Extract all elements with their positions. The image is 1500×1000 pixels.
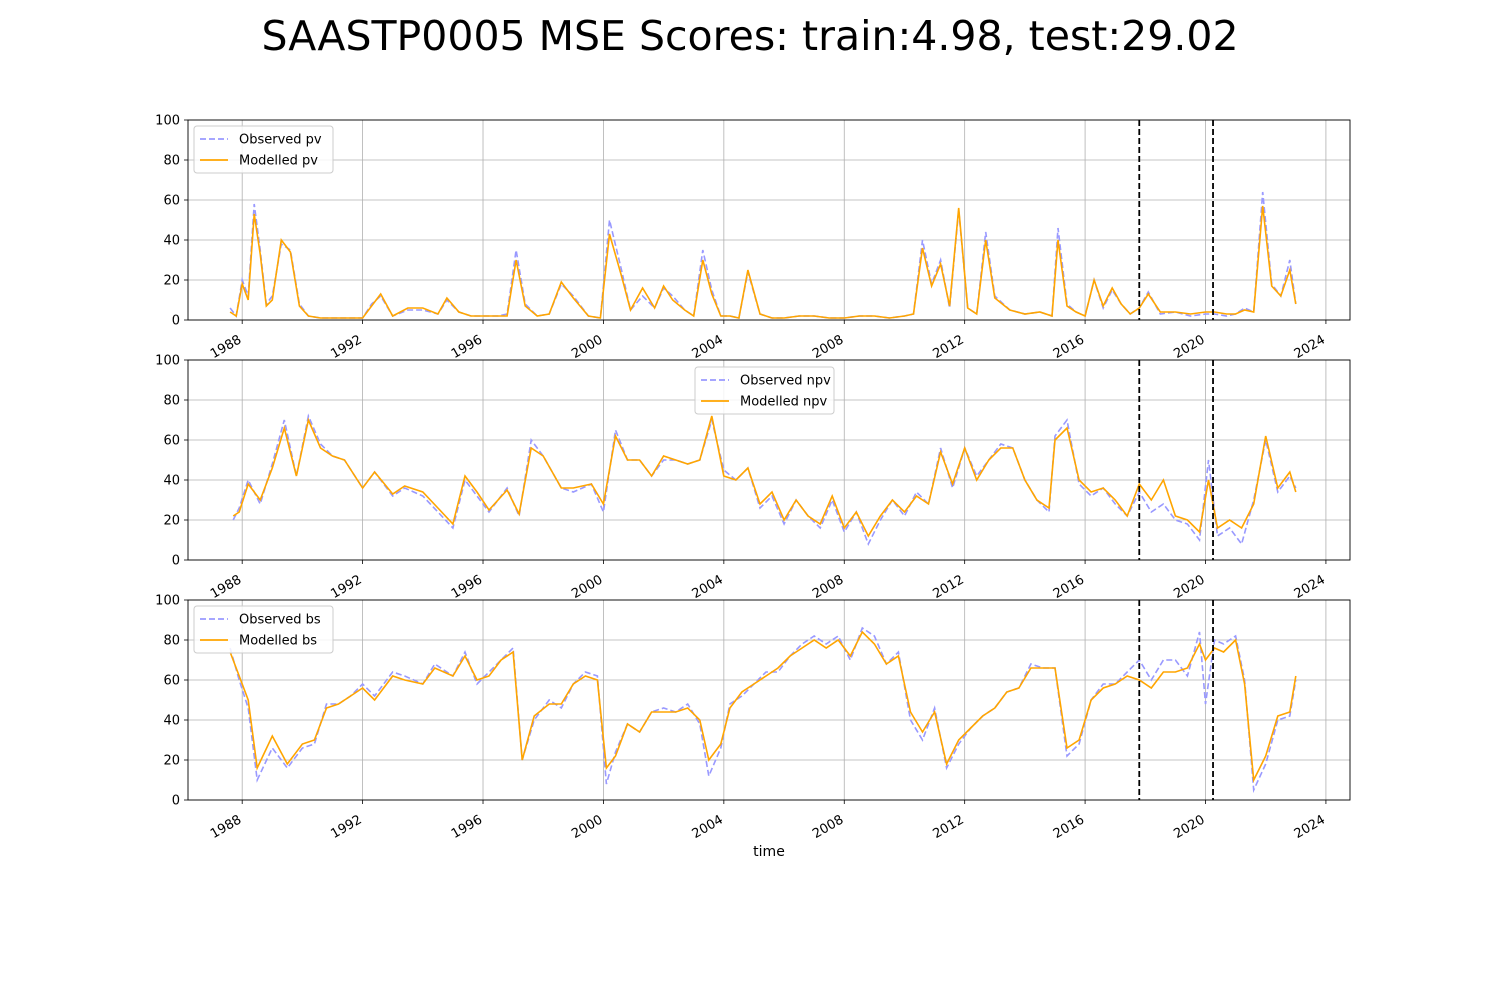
y-tick-label: 20 (163, 754, 180, 769)
x-axis-label: time (753, 844, 785, 860)
x-tick-label: 1992 (328, 332, 364, 362)
y-tick-label: 0 (172, 554, 180, 569)
x-tick-label: 2024 (1292, 332, 1328, 362)
modelled-series-line (229, 205, 1297, 319)
legend-label: Observed bs (239, 613, 321, 628)
y-tick-label: 80 (163, 394, 180, 409)
x-tick-label: 2012 (931, 332, 967, 362)
x-tick-label: 2012 (931, 572, 967, 602)
x-tick-label: 2000 (569, 812, 605, 842)
modelled-series-line (229, 630, 1297, 783)
x-tick-label: 2024 (1292, 572, 1328, 602)
y-tick-label: 100 (155, 354, 180, 369)
observed-series-line (229, 191, 1297, 319)
x-tick-label: 2016 (1051, 572, 1087, 602)
x-tick-label: 2000 (569, 572, 605, 602)
x-tick-label: 2004 (690, 572, 726, 602)
y-tick-label: 60 (163, 194, 180, 209)
observed-series-line (229, 626, 1297, 794)
x-tick-label: 1996 (449, 332, 485, 362)
legend-box (193, 125, 334, 174)
x-tick-label: 1988 (208, 332, 244, 362)
y-tick-label: 100 (155, 114, 180, 129)
x-tick-label: 2004 (690, 812, 726, 842)
x-tick-label: 2000 (569, 332, 605, 362)
axes-frame (187, 599, 1351, 801)
legend-label: Modelled bs (239, 634, 317, 649)
x-tick-label: 1992 (328, 572, 364, 602)
x-tick-label: 2016 (1051, 812, 1087, 842)
y-tick-label: 80 (163, 634, 180, 649)
axes-frame (187, 359, 1351, 561)
y-tick-label: 60 (163, 434, 180, 449)
legend: Observed bs Modelled bs (193, 605, 334, 654)
subplot-3: 0 20 40 60 80 100 1988 1992 1996 2000 2004 2008 2012… (155, 594, 1351, 860)
legend-box (193, 605, 334, 654)
x-tick-label: 2024 (1292, 812, 1328, 842)
figure-title: SAASTP0005 MSE Scores: train:4.98, test:… (261, 12, 1239, 60)
x-tick-label: 2020 (1171, 812, 1207, 842)
x-tick-label: 1992 (328, 812, 364, 842)
y-tick-label: 100 (155, 594, 180, 609)
y-tick-label: 20 (163, 274, 180, 289)
legend-label: Observed npv (740, 374, 831, 389)
x-tick-label: 1988 (208, 572, 244, 602)
x-tick-label: 2008 (810, 572, 846, 602)
x-tick-label: 2012 (931, 812, 967, 842)
y-tick-label: 60 (163, 674, 180, 689)
y-tick-label: 40 (163, 714, 180, 729)
x-tick-label: 2008 (810, 332, 846, 362)
y-tick-label: 0 (172, 794, 180, 809)
axes-frame (187, 119, 1351, 321)
x-tick-label: 2008 (810, 812, 846, 842)
legend-label: Modelled pv (239, 154, 318, 169)
y-tick-label: 40 (163, 474, 180, 489)
legend-label: Observed pv (239, 133, 322, 148)
x-tick-label: 2020 (1171, 332, 1207, 362)
x-tick-label: 1988 (208, 812, 244, 842)
legend-label: Modelled npv (740, 395, 828, 410)
observed-series-line (232, 413, 1297, 546)
subplot-1: 0 20 40 60 80 100 1988 1992 1996 2000 2004 2008 2012… (155, 114, 1351, 362)
x-tick-label: 2020 (1171, 572, 1207, 602)
x-tick-label: 1996 (449, 572, 485, 602)
subplot-2: 0 20 40 60 80 100 1988 1992 1996 2000 2004 2008 2012… (155, 354, 1351, 602)
y-tick-label: 40 (163, 234, 180, 249)
legend: Observed npv Modelled npv (694, 366, 835, 415)
y-tick-label: 20 (163, 514, 180, 529)
y-tick-label: 80 (163, 154, 180, 169)
y-tick-label: 0 (172, 314, 180, 329)
modelled-series-line (232, 415, 1297, 538)
legend-box (694, 366, 835, 415)
legend: Observed pv Modelled pv (193, 125, 334, 174)
x-tick-label: 2004 (690, 332, 726, 362)
x-tick-label: 2016 (1051, 332, 1087, 362)
x-tick-label: 1996 (449, 812, 485, 842)
